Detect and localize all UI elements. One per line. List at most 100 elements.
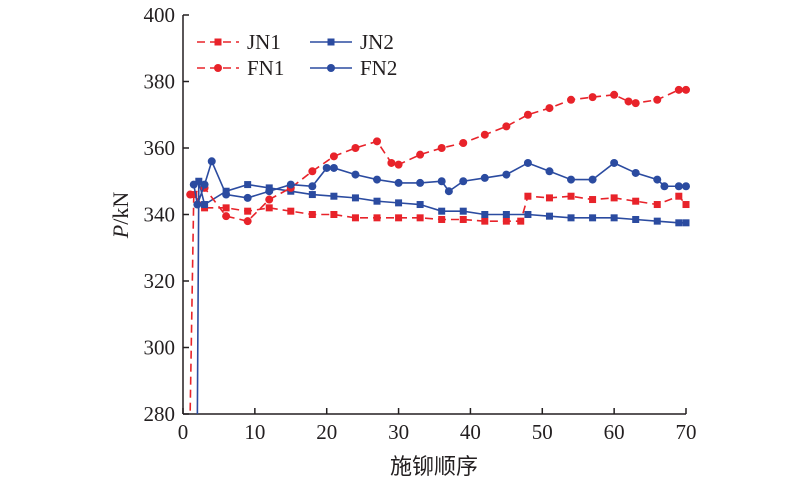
data-point-jn1 — [524, 192, 532, 200]
y-axis-label: P/kN — [108, 192, 133, 240]
data-point-jn1 — [589, 196, 597, 204]
data-point-fn2 — [308, 182, 317, 191]
legend-marker — [327, 38, 335, 46]
data-point-fn2 — [523, 158, 532, 167]
data-point-jn2 — [373, 197, 381, 205]
data-point-jn1 — [545, 194, 553, 202]
legend-label: JN2 — [360, 30, 394, 54]
data-point-fn1 — [523, 110, 532, 119]
data-point-jn2 — [459, 207, 467, 215]
data-point-fn2 — [286, 180, 295, 189]
y-tick-label: 360 — [144, 136, 176, 160]
data-point-fn2 — [416, 178, 425, 187]
data-point-fn2 — [437, 177, 446, 186]
series-jn2 — [195, 177, 690, 414]
data-point-jn1 — [373, 214, 381, 222]
data-point-jn1 — [395, 214, 403, 222]
legend-item-jn1: JN1 — [197, 30, 281, 54]
data-point-fn1 — [373, 137, 382, 146]
data-point-jn2 — [567, 214, 575, 222]
data-point-fn2 — [265, 187, 274, 196]
data-point-fn2 — [502, 170, 511, 179]
data-point-fn2 — [189, 180, 198, 189]
x-tick-label: 50 — [532, 420, 553, 444]
data-point-fn1 — [387, 158, 396, 167]
series-line-jn1 — [189, 192, 687, 411]
legend-marker — [214, 64, 222, 72]
data-point-fn2 — [682, 182, 690, 191]
data-point-fn1 — [394, 160, 403, 169]
data-point-fn2 — [243, 193, 252, 202]
data-point-jn2 — [675, 219, 683, 227]
data-point-jn1 — [502, 217, 510, 225]
data-point-jn1 — [351, 214, 359, 222]
y-tick-label: 380 — [144, 70, 176, 94]
data-point-jn2 — [589, 214, 597, 222]
data-point-fn2 — [373, 175, 382, 184]
series-line-fn1 — [189, 89, 686, 223]
data-point-jn1 — [438, 215, 446, 223]
y-tick-label: 340 — [144, 203, 176, 227]
data-point-jn2 — [416, 201, 424, 209]
y-tick-label: 280 — [144, 402, 176, 426]
data-point-jn2 — [351, 194, 359, 202]
data-point-fn2 — [588, 175, 597, 184]
data-point-fn1 — [610, 90, 619, 99]
data-point-jn1 — [517, 217, 525, 225]
legend-label: FN2 — [360, 56, 397, 80]
data-point-jn1 — [416, 214, 424, 222]
data-point-fn2 — [200, 180, 209, 189]
legend-item-fn2: FN2 — [310, 56, 397, 80]
data-point-jn1 — [632, 197, 640, 205]
legend-item-fn1: FN1 — [197, 56, 284, 80]
data-point-fn1 — [674, 85, 683, 94]
legend-label: JN1 — [247, 30, 281, 54]
data-point-fn2 — [653, 175, 662, 184]
y-tick-label: 300 — [144, 336, 176, 360]
x-tick-label: 20 — [316, 420, 337, 444]
data-point-jn1 — [610, 194, 618, 202]
data-point-fn2 — [610, 158, 619, 167]
data-point-jn2 — [195, 177, 203, 185]
series-fn1 — [186, 85, 690, 226]
data-point-fn1 — [186, 190, 195, 199]
data-point-jn1 — [675, 192, 683, 200]
data-point-fn2 — [459, 177, 468, 186]
data-point-fn2 — [394, 178, 403, 187]
data-point-jn2 — [201, 201, 209, 209]
y-tick-label: 320 — [144, 269, 176, 293]
data-point-fn2 — [631, 168, 640, 177]
data-point-fn1 — [351, 144, 360, 152]
series-jn1 — [189, 191, 690, 411]
x-tick-label: 40 — [460, 420, 481, 444]
data-point-jn2 — [308, 191, 316, 199]
data-point-fn2 — [351, 170, 360, 179]
data-point-jn1 — [653, 201, 661, 209]
data-point-fn2 — [207, 157, 216, 166]
x-tick-label: 10 — [244, 420, 265, 444]
axes: 0 10 20 30 40 50 60 70 280 300 320 340 360 380 400 — [144, 3, 697, 444]
x-tick-label: 60 — [604, 420, 625, 444]
data-point-fn1 — [653, 95, 662, 104]
data-point-fn2 — [222, 190, 231, 199]
data-point-jn2 — [244, 181, 252, 189]
data-point-fn2 — [674, 182, 683, 191]
data-point-fn1 — [459, 139, 468, 148]
data-point-jn1 — [330, 211, 338, 218]
data-point-fn1 — [416, 150, 425, 159]
x-tick-label: 70 — [676, 420, 697, 444]
data-point-jn2 — [481, 211, 489, 218]
data-point-jn2 — [395, 199, 403, 207]
data-point-jn1 — [481, 217, 489, 225]
data-point-jn1 — [265, 204, 273, 212]
data-point-jn2 — [632, 215, 640, 223]
data-point-fn1 — [502, 122, 511, 131]
data-point-fn2 — [444, 187, 453, 196]
data-point-fn2 — [193, 200, 202, 209]
data-point-fn1 — [265, 195, 274, 204]
x-axis-label: 施铆顺序 — [390, 454, 478, 479]
data-point-fn1 — [243, 217, 252, 226]
series-group — [186, 85, 690, 414]
data-point-fn1 — [567, 95, 576, 104]
x-tick-label: 30 — [388, 420, 409, 444]
